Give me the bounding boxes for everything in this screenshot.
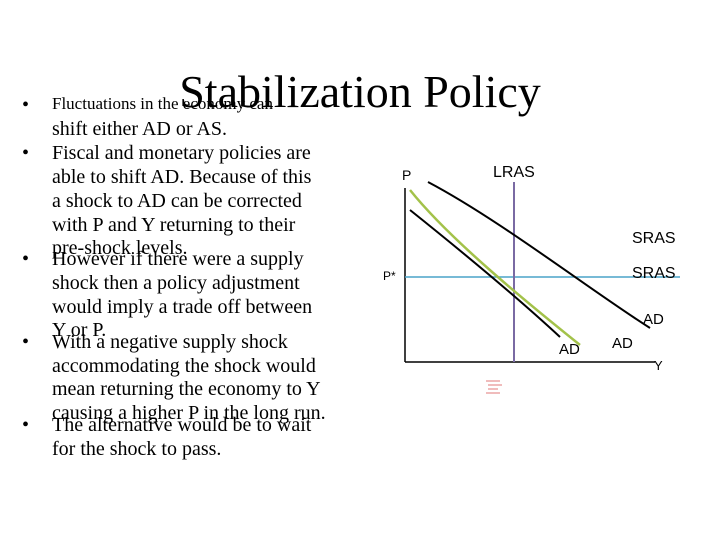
bullet-2-line: a shock to AD can be corrected: [52, 190, 302, 212]
ad-label: AD: [612, 335, 633, 352]
p-star-label: P*: [383, 269, 396, 283]
bullet-dot: •: [22, 331, 30, 353]
bullet-2-line: with P and Y returning to their: [52, 214, 296, 236]
bullet-4-line: accommodating the shock would: [52, 355, 316, 377]
bullet-3-line: Y or P.: [52, 319, 107, 341]
bullet-2-line: pre-shock levels.: [52, 237, 188, 259]
bullet-dot: •: [22, 94, 30, 116]
bullet-4-first-line: With a negative supply shock: [52, 331, 288, 353]
axis-p-label: P: [402, 167, 411, 183]
bullet-4-line: causing a higher P in the long run.: [52, 402, 326, 424]
bullet-dot: •: [22, 142, 30, 164]
ad-curve: [427, 181, 651, 329]
bullet-5-line: for the shock to pass.: [52, 438, 222, 460]
slide-title: Stabilization Policy: [179, 66, 541, 117]
bullet-1-first-line: Fluctuations in the economy can: [52, 94, 273, 113]
faint-mark: [486, 380, 502, 394]
bullet-list: • Fluctuations in the economy can shift …: [22, 94, 326, 460]
bullet-3-line: would imply a trade off between: [52, 296, 313, 318]
ad-label: AD: [643, 311, 664, 328]
ad-label: AD: [559, 341, 580, 358]
sras-curve: [409, 189, 581, 346]
bullet-dot: •: [22, 248, 30, 270]
ad-curve: [409, 209, 561, 338]
bullet-4-line: mean returning the economy to Y: [52, 378, 321, 400]
bullet-1-line: shift either AD or AS.: [52, 118, 227, 140]
axis-y-label: Y: [654, 358, 663, 373]
lras-label: LRAS: [493, 164, 535, 181]
sras-label: SRAS: [632, 265, 676, 282]
bullet-3-line: shock then a policy adjustment: [52, 272, 300, 294]
bullet-2-first-line: Fiscal and monetary policies are: [52, 142, 311, 164]
bullet-dot: •: [22, 414, 30, 436]
bullet-5-first-line: The alternative would be to wait: [52, 414, 312, 436]
sras-label: SRAS: [632, 230, 676, 247]
bullet-2-line: able to shift AD. Because of this: [52, 166, 312, 188]
bullet-3-first-line: However if there were a supply: [52, 248, 304, 270]
